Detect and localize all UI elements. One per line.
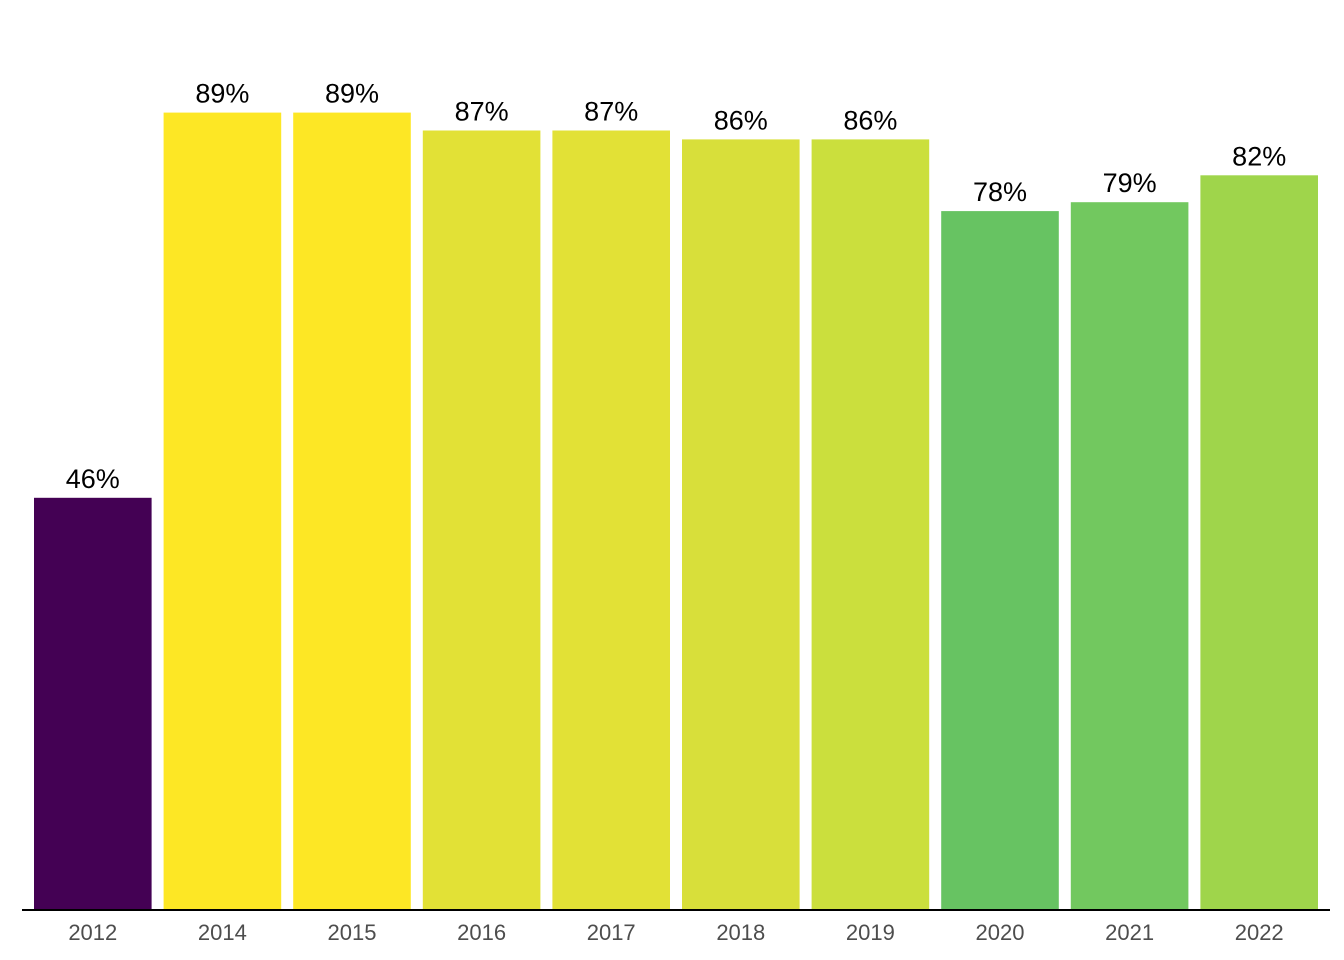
bar-2019 bbox=[811, 139, 930, 910]
data-label-2015: 89% bbox=[325, 79, 379, 109]
data-label-2021: 79% bbox=[1103, 168, 1157, 198]
bar-2022 bbox=[1200, 175, 1318, 911]
data-label-2022: 82% bbox=[1232, 141, 1286, 171]
bar-2016 bbox=[422, 130, 541, 910]
bar-2018 bbox=[682, 139, 800, 910]
bars-group bbox=[34, 112, 1318, 911]
bar-2014 bbox=[163, 112, 282, 911]
x-tick-label-2012: 2012 bbox=[68, 920, 117, 945]
x-tick-label-2019: 2019 bbox=[846, 920, 895, 945]
x-tick-labels-group: 2012 2014 2015 2016 2017 2018 2019 2020 2021 2022 bbox=[68, 920, 1283, 945]
data-label-2018: 86% bbox=[714, 105, 768, 135]
data-label-2020: 78% bbox=[973, 177, 1027, 207]
bar-2021 bbox=[1070, 202, 1189, 910]
data-label-2019: 86% bbox=[843, 105, 897, 135]
x-tick-label-2014: 2014 bbox=[198, 920, 247, 945]
x-tick-label-2022: 2022 bbox=[1235, 920, 1284, 945]
x-tick-label-2017: 2017 bbox=[587, 920, 636, 945]
x-tick-label-2015: 2015 bbox=[328, 920, 377, 945]
data-label-2017: 87% bbox=[584, 97, 638, 127]
bar-2012 bbox=[34, 497, 152, 910]
data-label-2016: 87% bbox=[455, 97, 509, 127]
x-tick-label-2021: 2021 bbox=[1105, 920, 1154, 945]
bar-2015 bbox=[293, 112, 411, 911]
x-tick-label-2016: 2016 bbox=[457, 920, 506, 945]
data-label-2014: 89% bbox=[195, 79, 249, 109]
bar-2020 bbox=[941, 211, 1059, 911]
x-tick-label-2018: 2018 bbox=[716, 920, 765, 945]
x-tick-label-2020: 2020 bbox=[976, 920, 1025, 945]
bar-2017 bbox=[552, 130, 670, 910]
data-labels-group: 46% 89% 89% 87% 87% 86% 86% 78% 79% 82% bbox=[66, 79, 1286, 494]
data-label-2012: 46% bbox=[66, 464, 120, 494]
